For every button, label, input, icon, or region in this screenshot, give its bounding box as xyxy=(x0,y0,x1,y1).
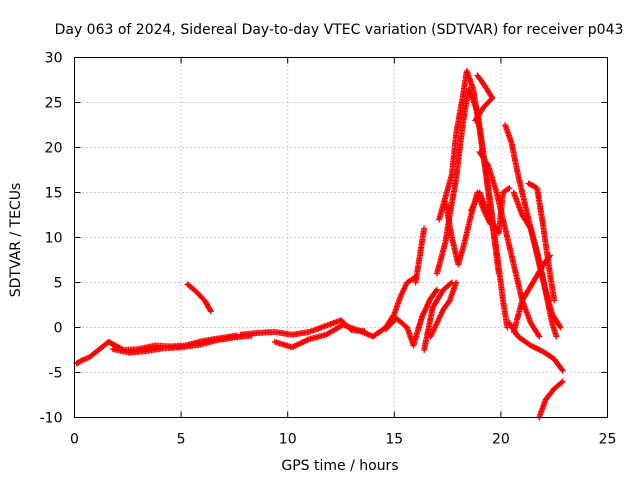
y-tick-label: 5 xyxy=(54,276,63,292)
y-tick-label: 15 xyxy=(45,186,63,202)
series-marks xyxy=(382,286,440,349)
series-marks xyxy=(510,252,553,335)
x-axis-title: GPS time / hours xyxy=(281,458,398,474)
series-sat-u xyxy=(510,252,553,335)
series-sat-n xyxy=(472,72,496,124)
x-axis: 0 5 10 15 20 25 xyxy=(70,57,617,448)
series-sat-v xyxy=(536,378,566,421)
y-tick-label: 0 xyxy=(54,321,63,337)
series-marks xyxy=(412,225,428,286)
grid-lines xyxy=(74,57,608,418)
series-marks xyxy=(427,279,460,340)
y-tick-label: 10 xyxy=(45,231,63,247)
series-sat-j xyxy=(427,279,460,340)
plot-frame xyxy=(74,57,608,418)
series-sat-h xyxy=(421,279,455,353)
series-sat-e xyxy=(271,321,376,351)
chart-title: Day 063 of 2024, Sidereal Day-to-day VTE… xyxy=(55,22,624,38)
y-tick-label: -5 xyxy=(49,366,63,382)
series-sat-g xyxy=(382,286,440,349)
x-tick-label: 20 xyxy=(492,432,510,448)
y-axis: -10 -5 0 5 10 15 20 25 30 xyxy=(40,51,608,427)
x-tick-label: 5 xyxy=(177,432,186,448)
x-tick-label: 15 xyxy=(385,432,403,448)
series-marks xyxy=(421,279,455,353)
series-sat-c xyxy=(184,281,214,315)
series-sat-i xyxy=(412,225,428,286)
y-tick-label: -10 xyxy=(40,411,63,427)
x-tick-label: 10 xyxy=(279,432,297,448)
series-marks xyxy=(472,72,496,124)
series-marks xyxy=(536,378,566,421)
series-marks xyxy=(109,332,255,356)
series-marks xyxy=(184,281,214,315)
series-marks xyxy=(271,321,376,351)
y-tick-label: 20 xyxy=(45,141,63,157)
x-tick-label: 25 xyxy=(599,432,617,448)
y-tick-label: 30 xyxy=(45,51,63,67)
y-tick-label: 25 xyxy=(45,96,63,112)
x-tick-label: 0 xyxy=(70,432,79,448)
series-sat-b xyxy=(109,332,255,356)
y-axis-title: SDTVAR / TECUs xyxy=(8,183,24,298)
data-traces xyxy=(73,68,566,421)
